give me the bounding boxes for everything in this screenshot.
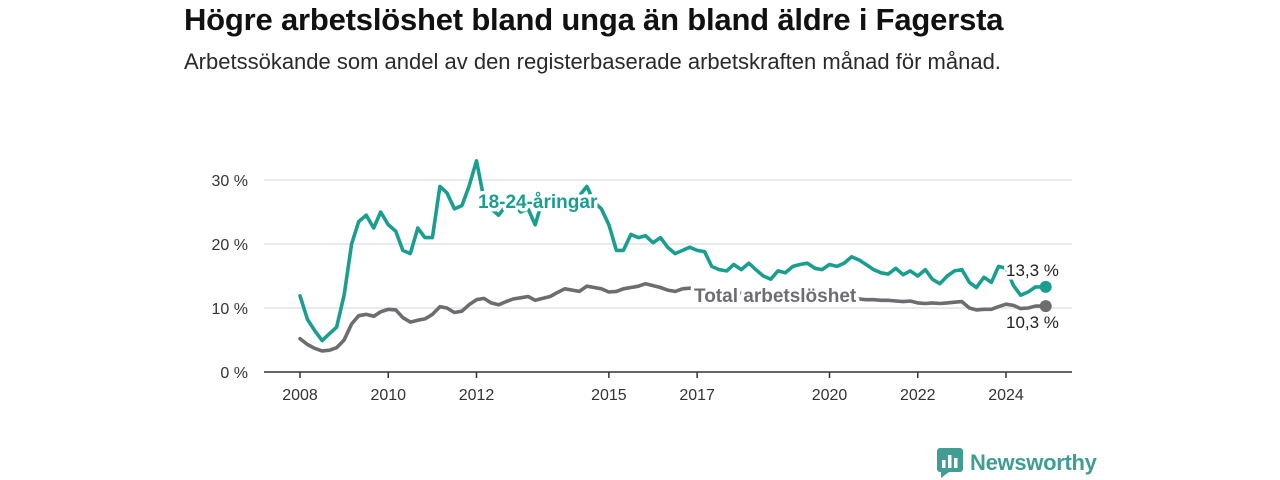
x-tick-label: 2012 xyxy=(459,387,495,404)
x-tick-label: 2010 xyxy=(370,387,406,404)
y-tick-label: 0 % xyxy=(220,365,248,382)
series-label-total-halo: Total arbetslöshet xyxy=(694,286,857,307)
x-axis: 2008 2010 2012 2015 2017 2020 2022 2024 xyxy=(264,371,1072,404)
series-line-18-24 xyxy=(298,159,1048,343)
y-tick-label: 20 % xyxy=(212,237,248,254)
chart-title: Högre arbetslöshet bland unga än bland ä… xyxy=(184,2,1004,37)
newsworthy-logo: Newsworthy xyxy=(937,448,1097,478)
end-label-18-24-halo: 13,3 % xyxy=(1006,261,1059,280)
series-label-18-24: 18-24-åringar xyxy=(478,192,598,213)
x-tick-label: 2008 xyxy=(282,387,318,404)
y-tick-label: 10 % xyxy=(212,301,248,318)
series-label-18-24-halo: 18-24-åringar xyxy=(478,192,598,213)
newsworthy-logo-icon xyxy=(937,448,963,478)
series-lines xyxy=(298,159,1052,353)
end-label-total: 10,3 % xyxy=(1006,313,1059,332)
newsworthy-logo-text: Newsworthy xyxy=(970,450,1097,475)
x-tick-label: 2020 xyxy=(812,387,848,404)
chart-subtitle: Arbetssökande som andel av den registerb… xyxy=(184,49,1001,74)
end-label-18-24: 13,3 % xyxy=(1006,261,1059,280)
end-point-18-24 xyxy=(1039,280,1052,293)
series-line-total xyxy=(298,281,1048,353)
y-axis-ticks: 0 % 10 % 20 % 30 % xyxy=(212,173,248,382)
y-tick-label: 30 % xyxy=(212,173,248,190)
x-tick-label: 2015 xyxy=(591,387,627,404)
x-tick-label: 2024 xyxy=(988,387,1024,404)
end-label-total-halo: 10,3 % xyxy=(1006,313,1059,332)
x-tick-label: 2022 xyxy=(900,387,936,404)
end-point-total xyxy=(1039,300,1052,313)
series-label-total: Total arbetslöshet xyxy=(694,286,857,307)
x-tick-label: 2017 xyxy=(679,387,715,404)
